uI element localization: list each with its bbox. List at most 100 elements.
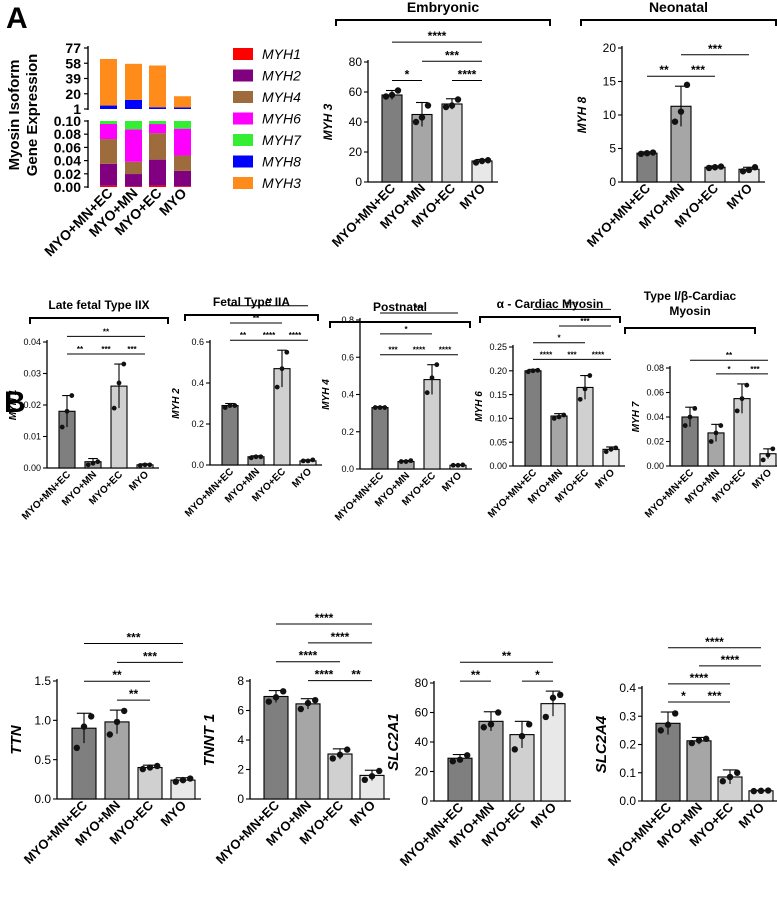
- significance-label-myh2: **: [266, 297, 273, 306]
- bar-slc2a4: [686, 740, 712, 802]
- stacked-segment-myh2: [174, 170, 191, 187]
- data-point-myh3: [418, 114, 426, 121]
- significance-label-slc2a1: **: [502, 649, 512, 663]
- y-tick-label-myh8: 5: [609, 142, 616, 156]
- y-tick-label-tnnt1: 8: [237, 674, 244, 688]
- significance-label-slc2a4: ****: [690, 671, 709, 685]
- data-point-myh1: [64, 408, 70, 414]
- significance-label-myh3: ***: [445, 48, 459, 62]
- y-tick-label-myh4: 0.8: [341, 315, 354, 325]
- data-point-myh8: [671, 118, 679, 125]
- significance-label-myh4: ****: [439, 346, 452, 355]
- significance-label-myh1: **: [103, 327, 110, 336]
- data-point-myh4: [398, 459, 404, 464]
- data-point-myh7: [682, 423, 688, 428]
- data-point-slc2a4: [703, 735, 710, 743]
- legend-label-myh1: MYH1: [262, 46, 301, 62]
- data-point-myh3: [478, 157, 486, 165]
- data-point-myh1: [111, 405, 117, 411]
- significance-label-myh1: ***: [127, 345, 137, 354]
- chart-title-bracket-myh6: [479, 316, 621, 323]
- significance-label-myh1: **: [77, 345, 84, 354]
- data-point-slc2a4: [719, 778, 726, 785]
- data-point-myh6: [587, 373, 593, 378]
- significance-label-slc2a4: *: [681, 689, 686, 703]
- x-category-label-myh6: MYO: [593, 467, 617, 491]
- stacked-upper-tick-label: 1: [73, 101, 81, 117]
- stacked-segment-myh3: [174, 96, 191, 108]
- y-tick-label-myh2: 0.0: [191, 460, 204, 470]
- y-tick-label-myh3: 20: [349, 145, 363, 159]
- y-tick-label-myh3: 40: [349, 115, 363, 129]
- chart-title-bracket-myh1: [29, 317, 169, 324]
- significance-label-myh1: ***: [101, 345, 111, 354]
- y-tick-label-myh3: 0: [355, 175, 362, 189]
- legend-swatch-myh3: [233, 177, 253, 189]
- data-point-myh1: [116, 380, 122, 386]
- stacked-segment-myh4: [100, 139, 117, 164]
- significance-label-myh7: **: [726, 351, 733, 360]
- data-point-slc2a1: [487, 721, 495, 728]
- stacked-segment-myh4: [174, 155, 191, 171]
- data-point-tnnt1: [280, 688, 287, 695]
- data-point-myh2: [279, 366, 285, 372]
- stacked-segment-myh8: [100, 105, 117, 109]
- significance-label-myh6: ****: [540, 350, 553, 359]
- stacked-upper-tick-label: 77: [65, 40, 81, 56]
- stacked-segment-myh2: [100, 163, 117, 186]
- y-axis-label-myh8: MYH 8: [575, 96, 589, 133]
- significance-label-myh6: *: [557, 334, 561, 343]
- data-point-myh8: [717, 163, 725, 170]
- bar-slc2a1: [478, 720, 504, 802]
- stacked-lower-tick-label: 0.04: [54, 153, 81, 169]
- data-point-myh2: [284, 349, 290, 355]
- stacked-lower-tick-label: 0.00: [54, 179, 81, 195]
- data-point-myh6: [603, 449, 609, 455]
- chart-title-bracket-myh2: [184, 314, 319, 321]
- data-point-myh8: [739, 168, 747, 175]
- y-tick-label-myh8: 10: [603, 108, 617, 122]
- legend-label-myh3: MYH3: [262, 175, 301, 191]
- data-point-ttn: [154, 762, 161, 770]
- y-tick-label-myh4: 0.4: [341, 390, 354, 400]
- x-category-label-myh1: MYO: [127, 469, 151, 493]
- data-point-myh3: [472, 159, 480, 166]
- data-point-slc2a1: [557, 691, 564, 698]
- data-point-ttn: [88, 713, 95, 720]
- data-point-myh1: [121, 361, 127, 367]
- data-point-myh3: [442, 103, 450, 111]
- data-point-slc2a1: [480, 724, 487, 731]
- stacked-segment-myh7: [125, 121, 142, 130]
- stacked-segment-myh6: [149, 124, 166, 134]
- stacked-segment-myh3: [125, 63, 142, 100]
- data-point-myh6: [535, 367, 541, 373]
- y-tick-label-ttn: 0.0: [34, 792, 51, 806]
- data-point-myh1: [59, 424, 65, 430]
- y-tick-label-myh3: 80: [349, 55, 363, 69]
- data-point-myh2: [258, 454, 264, 460]
- x-category-label-myh8: MYO: [724, 181, 756, 213]
- data-point-myh1: [85, 462, 91, 468]
- stacked-segment-myh1: [125, 186, 142, 187]
- data-point-ttn: [80, 723, 88, 730]
- y-tick-label-myh7: 0.04: [646, 412, 664, 422]
- data-point-myh4: [403, 459, 409, 464]
- significance-label-myh4: ***: [414, 304, 424, 313]
- significance-label-slc2a1: **: [471, 668, 481, 682]
- data-point-myh2: [300, 458, 306, 464]
- data-point-myh7: [734, 408, 740, 414]
- data-point-slc2a4: [695, 737, 703, 744]
- chart-title-bracket-myh4: [329, 321, 471, 328]
- data-point-myh7: [770, 446, 776, 452]
- y-tick-label-tnnt1: 2: [237, 763, 244, 777]
- y-tick-label-slc2a4: 0.2: [619, 738, 636, 752]
- data-point-myh4: [455, 462, 461, 468]
- data-point-myh3: [388, 91, 396, 99]
- stacked-lower-tick-label: 0.10: [54, 113, 81, 129]
- stacked-segment-myh2: [149, 159, 166, 186]
- data-point-myh1: [147, 462, 153, 468]
- stacked-upper-tick-label: 58: [65, 55, 81, 71]
- stacked-lower-tick-label: 0.08: [54, 126, 81, 142]
